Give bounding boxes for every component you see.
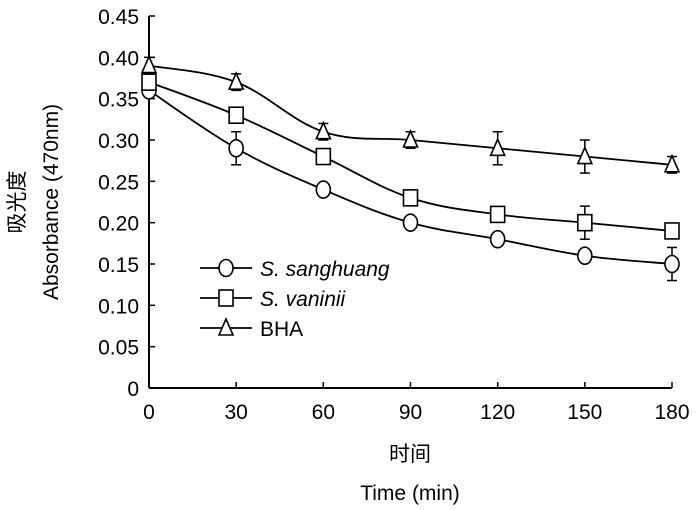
- legend: S. sanghuang S. vaninii BHA: [200, 258, 390, 341]
- series-bha: [144, 56, 677, 174]
- legend-label: S. vaninii: [260, 288, 347, 311]
- data-point-circle: [228, 138, 244, 158]
- x-tick-label: 180: [654, 401, 689, 424]
- markers-s-vaninii: [141, 73, 680, 240]
- series-s-sanghuang: [148, 89, 677, 282]
- data-point-circle: [577, 246, 593, 266]
- legend-item-s-vaninii: S. vaninii: [200, 288, 347, 311]
- y-axis-title: Absorbance (470nm): [40, 104, 63, 300]
- y-tick-label: 0.40: [98, 47, 139, 70]
- y-tick-label: 0.10: [98, 295, 139, 318]
- data-point-triangle: [140, 54, 158, 74]
- series-layer: [140, 54, 681, 282]
- data-point-circle: [402, 213, 419, 232]
- legend-marker-circle: [218, 258, 234, 278]
- data-point-square: [228, 106, 244, 124]
- data-point-triangle: [227, 71, 245, 90]
- x-tick-label: 120: [480, 401, 515, 424]
- series-line: [148, 89, 673, 265]
- data-point-square: [664, 222, 680, 240]
- legend-marker-square: [218, 289, 234, 307]
- legend-item-bha: BHA: [200, 317, 303, 341]
- y-tick-label: 0.35: [98, 89, 139, 112]
- x-tick-label: 60: [312, 401, 335, 424]
- legend-item-s-sanghuang: S. sanghuang: [200, 258, 390, 281]
- y-tick-label: 0: [127, 378, 139, 401]
- x-tick-label: 0: [143, 401, 155, 424]
- y-tick-label: 0.30: [98, 130, 139, 153]
- x-tick-label: 90: [399, 401, 422, 424]
- data-point-triangle: [315, 120, 332, 140]
- legend-label: S. sanghuang: [260, 258, 390, 281]
- data-point-square: [577, 213, 593, 232]
- legend-marker-triangle: [217, 317, 235, 336]
- data-point-triangle: [489, 137, 506, 157]
- axes: 0 0.05 0.10 0.15 0.20 0.25 0.30 0.35 0.40 0.45 0 30…: [98, 6, 689, 424]
- legend-label: BHA: [260, 318, 303, 341]
- data-point-triangle: [576, 145, 594, 165]
- y-tick-label: 0.25: [98, 171, 139, 194]
- y-tick-label: 0.05: [98, 337, 139, 360]
- data-point-square: [141, 73, 157, 91]
- data-point-square: [402, 189, 419, 207]
- data-point-triangle: [663, 153, 681, 173]
- x-tick-label: 150: [567, 401, 602, 424]
- y-tick-label: 0.45: [98, 6, 139, 29]
- y-tick-label: 0.15: [98, 254, 139, 277]
- markers-bha: [140, 54, 681, 173]
- data-point-square: [315, 147, 332, 166]
- y-axis-title-cn: 吸光度: [5, 171, 29, 234]
- data-point-triangle: [402, 129, 419, 148]
- x-tick-label: 30: [224, 401, 247, 424]
- series-line: [148, 64, 673, 166]
- data-point-circle: [315, 180, 332, 199]
- x-axis-title-cn: 时间: [389, 442, 431, 466]
- x-axis-title: Time (min): [360, 482, 460, 505]
- data-point-square: [489, 205, 506, 224]
- data-point-circle: [489, 229, 506, 249]
- data-point-circle: [664, 254, 680, 274]
- y-tick-label: 0.20: [98, 213, 139, 236]
